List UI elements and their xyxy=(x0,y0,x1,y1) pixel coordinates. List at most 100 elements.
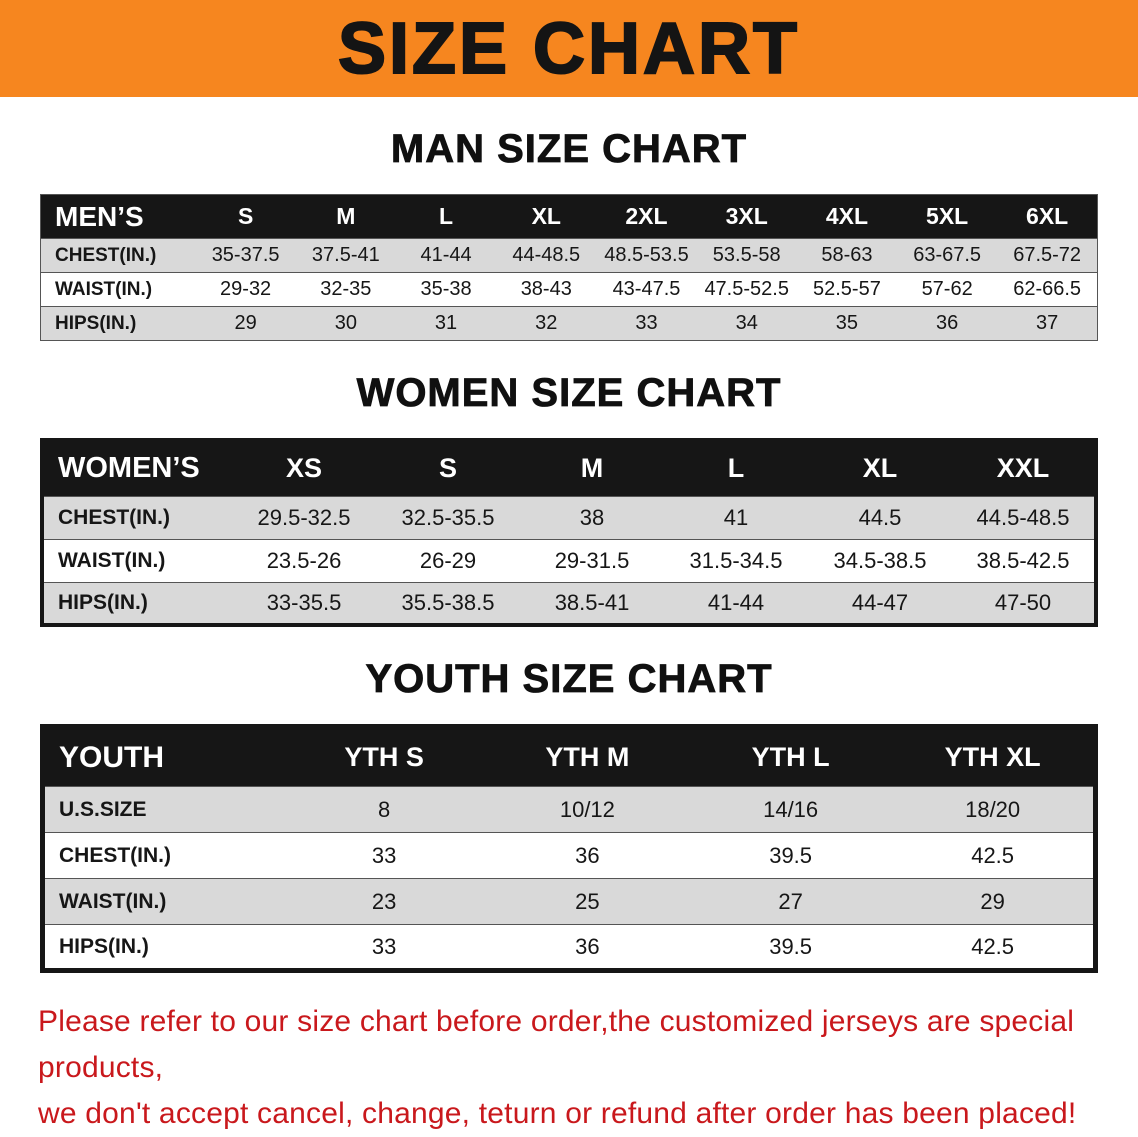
measurement-cell: 47-50 xyxy=(994,589,1052,615)
measurement-cell: 25 xyxy=(575,888,600,914)
section-heading: YOUTH SIZE CHART xyxy=(365,657,773,702)
size-table: MEN’S S M L XL 2XL 3XL 4XL 5XL 6XL CHEST(IN.) 35-37… xyxy=(40,194,1098,341)
row-label-cell: U.S.SIZE xyxy=(59,797,147,821)
measurement-cell: 29 xyxy=(234,312,257,334)
measurement-cell: 29.5-32.5 xyxy=(257,504,351,530)
measurement-cell: 30 xyxy=(334,312,357,334)
measurement-cell: 36 xyxy=(936,312,959,334)
measurement-cell: 37.5-41 xyxy=(311,244,380,266)
measurement-cell: 32-35 xyxy=(320,278,372,300)
measurement-cell: 57-62 xyxy=(921,278,973,300)
size-column-header: 5XL xyxy=(897,194,998,239)
footer-disclaimer: Please refer to our size chart before or… xyxy=(38,999,1138,1137)
measurement-cell: 53.5-58 xyxy=(712,244,781,266)
size-column-header: YTH S xyxy=(282,726,486,787)
table-row: WAIST(IN.) 23.5-26 26-29 29-31.5 31.5-34.5 34… xyxy=(42,539,1096,582)
measurement-cell: 44-47 xyxy=(851,589,909,615)
measurement-cell: 35-38 xyxy=(420,278,472,300)
measurement-cell: 33-35.5 xyxy=(266,589,342,615)
measurement-cell: 36 xyxy=(575,842,600,868)
banner-title: SIZE CHART xyxy=(337,8,800,90)
measurement-cell: 34.5-38.5 xyxy=(833,547,927,573)
table-row: HIPS(IN.) 29 30 31 32 33 34 35 36 37 xyxy=(40,306,1098,341)
measurement-cell: 39.5 xyxy=(769,842,813,868)
measurement-cell: 14/16 xyxy=(763,796,819,822)
measurement-cell: 33 xyxy=(371,842,397,868)
measurement-cell: 31 xyxy=(434,312,458,334)
size-column-header: YTH L xyxy=(689,726,893,787)
measurement-cell: 32.5-35.5 xyxy=(401,504,495,530)
measurement-cell: 29-32 xyxy=(220,278,272,300)
size-column-header: M xyxy=(295,194,396,239)
row-label-cell: WAIST(IN.) xyxy=(59,889,167,913)
table-row: CHEST(IN.) 33 36 39.5 42.5 xyxy=(42,832,1096,879)
row-label-cell: HIPS(IN.) xyxy=(55,312,137,334)
measurement-cell: 8 xyxy=(378,796,391,822)
measurement-cell: 39.5 xyxy=(769,933,813,959)
row-label-cell: CHEST(IN.) xyxy=(58,505,170,529)
size-chart-banner: SIZE CHART xyxy=(0,0,1138,97)
measurement-cell: 27 xyxy=(778,888,803,914)
measurement-cell: 47.5-52.5 xyxy=(704,278,789,300)
size-column-header: 2XL xyxy=(596,194,697,239)
table-row: CHEST(IN.) 29.5-32.5 32.5-35.5 38 41 44.5 44.5… xyxy=(42,496,1096,539)
size-column-header: M xyxy=(520,440,664,496)
measurement-cell: 48.5-53.5 xyxy=(604,244,689,266)
footer-disclaimer-line: we don't accept cancel, change, teturn o… xyxy=(38,1097,1077,1130)
size-column-header: XL xyxy=(808,440,952,496)
measurement-cell: 38.5-42.5 xyxy=(976,547,1070,573)
row-label-cell: HIPS(IN.) xyxy=(59,934,149,958)
measurement-cell: 58-63 xyxy=(821,244,873,266)
table-row: CHEST(IN.) 35-37.5 37.5-41 41-44 44-48.5 48.5… xyxy=(40,238,1098,273)
table-title-cell: MEN’S xyxy=(40,194,196,239)
table-row: WAIST(IN.) 29-32 32-35 35-38 38-43 43-47.5 47.… xyxy=(40,272,1098,307)
row-label-cell: HIPS(IN.) xyxy=(58,590,148,614)
measurement-cell: 23 xyxy=(371,888,397,914)
size-column-header: 3XL xyxy=(696,194,797,239)
measurement-cell: 52.5-57 xyxy=(813,278,881,300)
footer-disclaimer-line: Please refer to our size chart before or… xyxy=(38,1005,1075,1084)
measurement-cell: 38.5-41 xyxy=(554,589,630,615)
measurement-cell: 41 xyxy=(723,504,749,530)
table-header-row: YOUTH YTH S YTH M YTH L YTH XL xyxy=(42,726,1096,787)
measurement-cell: 44.5 xyxy=(858,504,902,530)
size-column-header: S xyxy=(195,194,296,239)
table-header-row: MEN’S S M L XL 2XL 3XL 4XL 5XL 6XL xyxy=(40,194,1098,239)
size-table: YOUTH YTH S YTH M YTH L YTH XL U.S.SIZE 8 10/12… xyxy=(40,724,1098,973)
table-row: U.S.SIZE 8 10/12 14/16 18/20 xyxy=(42,786,1096,833)
measurement-cell: 26-29 xyxy=(419,547,477,573)
measurement-cell: 38 xyxy=(579,504,605,530)
measurement-cell: 43-47.5 xyxy=(612,278,681,300)
size-column-header: S xyxy=(376,440,520,496)
measurement-cell: 42.5 xyxy=(971,842,1015,868)
size-column-header: YTH XL xyxy=(892,726,1096,787)
table-title-cell: YOUTH xyxy=(42,726,283,787)
section-heading: WOMEN SIZE CHART xyxy=(356,371,782,416)
measurement-cell: 34 xyxy=(735,312,758,334)
measurement-cell: 36 xyxy=(575,933,600,959)
measurement-cell: 29 xyxy=(980,888,1005,914)
measurement-cell: 41-44 xyxy=(420,244,472,266)
measurement-cell: 31.5-34.5 xyxy=(689,547,783,573)
measurement-cell: 18/20 xyxy=(965,796,1021,822)
measurement-cell: 32 xyxy=(535,312,558,334)
table-title-cell: WOMEN’S xyxy=(42,440,232,496)
measurement-cell: 23.5-26 xyxy=(266,547,342,573)
measurement-cell: 35 xyxy=(835,312,859,334)
size-column-header: L xyxy=(664,440,808,496)
row-label-cell: CHEST(IN.) xyxy=(59,843,171,867)
size-column-header: 4XL xyxy=(796,194,898,239)
size-column-header: XL xyxy=(496,194,597,239)
row-label-cell: CHEST(IN.) xyxy=(55,244,157,266)
measurement-cell: 44-48.5 xyxy=(512,244,581,266)
measurement-cell: 42.5 xyxy=(971,933,1015,959)
size-column-header: 6XL xyxy=(997,194,1098,239)
measurement-cell: 63-67.5 xyxy=(913,244,982,266)
table-row: HIPS(IN.) 33 36 39.5 42.5 xyxy=(42,924,1096,971)
measurement-cell: 33 xyxy=(635,312,658,334)
row-label-cell: WAIST(IN.) xyxy=(55,278,153,300)
measurement-cell: 41-44 xyxy=(707,589,765,615)
row-label-cell: WAIST(IN.) xyxy=(58,548,166,572)
measurement-cell: 29-31.5 xyxy=(554,547,630,573)
size-table: WOMEN’S XS S M L XL XXL CHEST(IN.) 29.5-32.5 32.5… xyxy=(40,438,1098,627)
